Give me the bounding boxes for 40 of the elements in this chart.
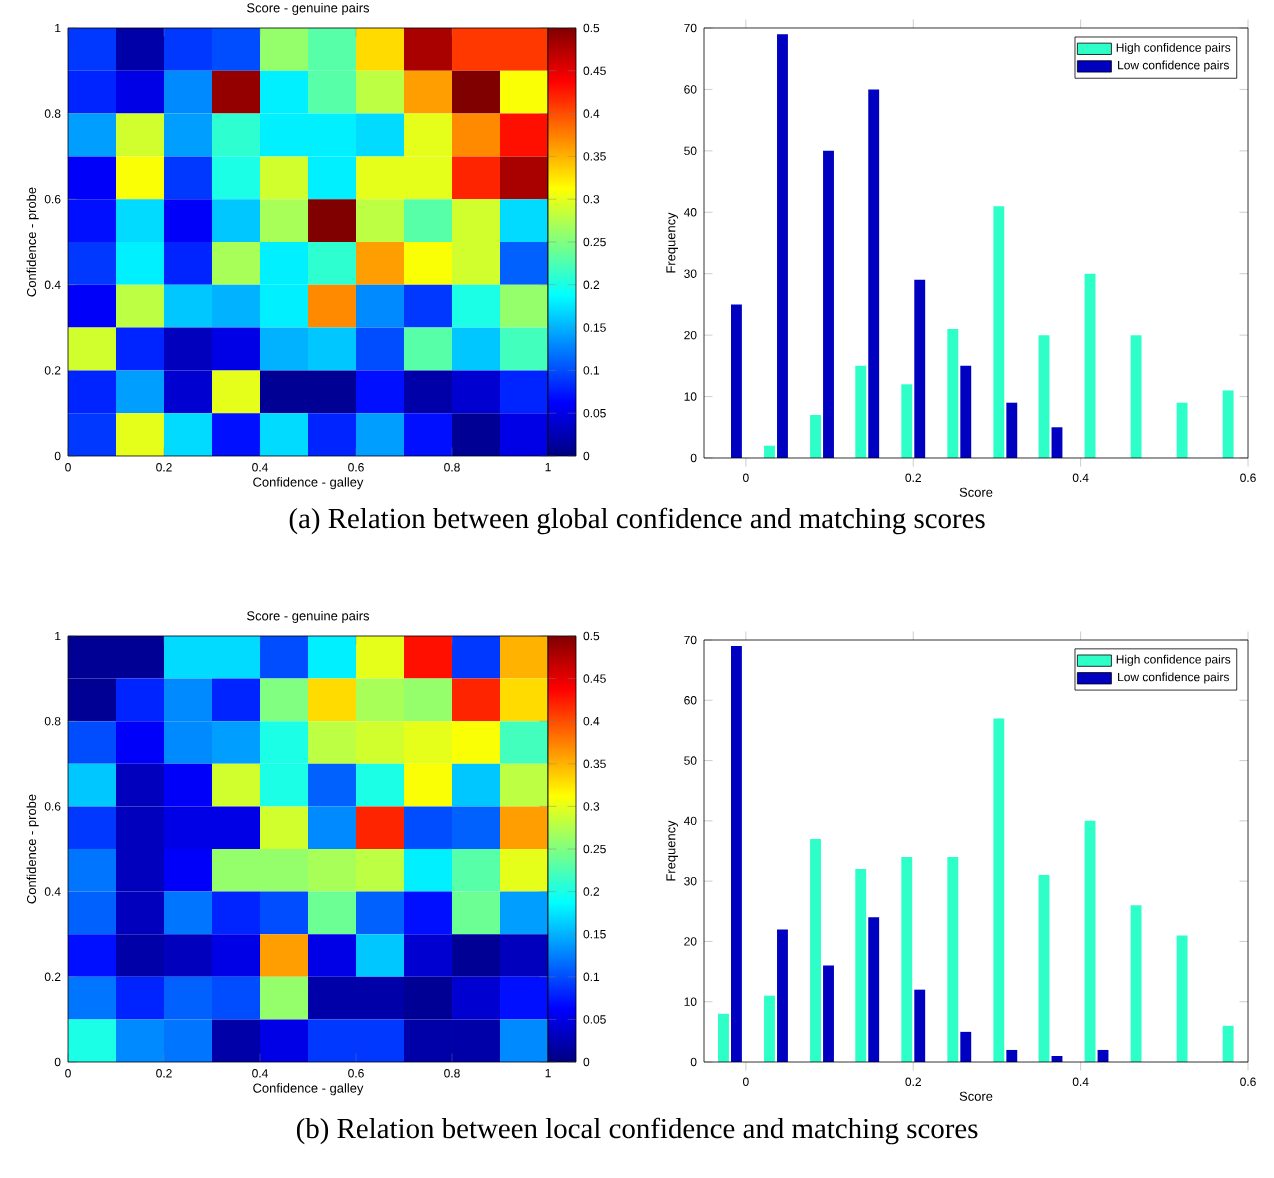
bar	[868, 89, 880, 458]
bar	[777, 929, 788, 1062]
text: (a) Relation between global confidence and matching scores	[289, 507, 985, 535]
bar	[1038, 875, 1050, 1062]
bar	[868, 917, 880, 1062]
bar	[1130, 335, 1142, 458]
bar	[731, 646, 742, 1062]
bar	[914, 989, 926, 1062]
bar	[1222, 390, 1234, 458]
bar	[823, 965, 834, 1062]
bar	[960, 365, 972, 458]
bar	[1222, 1025, 1234, 1062]
bar	[1051, 427, 1063, 458]
bar	[777, 34, 788, 458]
bar	[947, 857, 959, 1062]
bar	[855, 869, 867, 1062]
bar	[764, 995, 775, 1062]
bar	[1130, 905, 1142, 1062]
bar	[1038, 335, 1050, 458]
bar	[1176, 935, 1188, 1062]
bar	[855, 365, 867, 458]
bar	[993, 718, 1005, 1062]
bar	[731, 304, 742, 458]
bar	[764, 445, 775, 458]
text: (b) Relation between local confidence and matching scores	[296, 1117, 978, 1145]
bar	[718, 1013, 729, 1062]
bar	[993, 206, 1005, 458]
bar	[1084, 820, 1096, 1062]
bar	[901, 384, 913, 458]
bar	[1084, 273, 1096, 458]
bar	[1006, 1049, 1018, 1062]
bar	[914, 279, 926, 458]
bar	[1176, 402, 1188, 458]
bar	[901, 857, 913, 1062]
bar	[810, 838, 821, 1062]
bar	[810, 414, 821, 458]
bar	[947, 328, 959, 458]
bar	[823, 150, 834, 458]
bar	[960, 1031, 972, 1062]
bar	[1006, 402, 1018, 458]
